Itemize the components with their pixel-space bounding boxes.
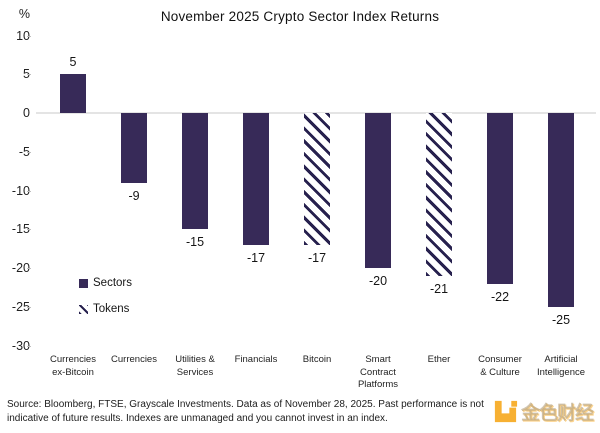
x-axis-label-line: Financials	[234, 354, 278, 365]
x-axis-label-line: Currencies	[50, 354, 96, 365]
value-label: -20	[368, 274, 388, 288]
y-tick-label: -25	[11, 299, 30, 314]
value-label: -17	[246, 250, 266, 265]
bar-currencies	[121, 113, 147, 183]
y-tick-label: -15	[11, 222, 30, 237]
value-label: -9	[128, 188, 140, 203]
x-axis-label: Utilities & Services	[162, 354, 228, 379]
legend-swatch-solid-icon	[79, 278, 88, 288]
source-note-line-2: indicative of future results. Indexes ar…	[7, 412, 388, 424]
bar-financials	[243, 113, 269, 245]
x-axis-label: Currencies	[101, 354, 167, 367]
value-label: -21	[429, 281, 449, 296]
y-tick-mark	[27, 190, 31, 192]
x-axis-label: Currencies ex-Bitcoin	[40, 354, 106, 379]
bar-smart-contract-platforms	[365, 113, 391, 268]
bar-currencies-ex-bitcoin	[60, 74, 86, 113]
legend-label-sectors: Sectors	[93, 277, 132, 289]
x-axis-label-line: Bitcoin	[302, 354, 332, 365]
x-axis-label: Consumer & Culture	[467, 354, 533, 379]
x-axis-label-line: Artificial	[544, 354, 578, 365]
x-axis-label-line: Intelligence	[536, 366, 586, 378]
chart-title: November 2025 Crypto Sector Index Return…	[160, 9, 440, 24]
y-tick-mark	[27, 306, 31, 308]
source-note: Source: Bloomberg, FTSE, Grayscale Inves…	[7, 398, 596, 425]
x-axis-label-line: Services	[176, 366, 214, 378]
x-axis-label: Ether	[406, 354, 472, 367]
legend-item-tokens: Tokens	[79, 303, 129, 315]
y-axis-unit-label: %	[18, 7, 30, 21]
y-tick-mark	[27, 74, 31, 76]
value-label: -22	[490, 289, 510, 304]
x-axis-label: Smart Contract Platforms	[345, 354, 411, 392]
legend-swatch-hatched-icon	[79, 304, 88, 314]
y-tick-mark	[27, 151, 31, 153]
x-axis-label-line: Smart	[365, 354, 391, 365]
y-tick-label: -20	[11, 261, 30, 275]
x-axis-label-line: Platforms	[357, 379, 399, 390]
bar-bitcoin	[304, 113, 330, 245]
value-label: -17	[307, 250, 327, 265]
x-axis-label-line: Ether	[427, 354, 451, 365]
legend-item-sectors: Sectors	[79, 277, 132, 289]
y-tick-mark	[27, 35, 31, 37]
x-axis-label-line: Consumer	[478, 354, 522, 365]
y-tick-label: -30	[11, 338, 30, 353]
x-axis-label-line: & Culture	[480, 366, 520, 378]
bar-utilities-services	[182, 113, 208, 230]
y-tick-label: 5	[0, 67, 30, 81]
y-tick-mark	[27, 345, 31, 347]
value-label: -15	[185, 235, 205, 250]
source-note-line-1: Source: Bloomberg, FTSE, Grayscale Inves…	[7, 399, 484, 410]
y-tick-label: 0	[23, 106, 30, 120]
y-tick-mark	[27, 268, 31, 269]
x-axis-label: Financials	[223, 354, 289, 367]
x-axis-label: Bitcoin	[284, 354, 350, 367]
x-axis-label-line: ex-Bitcoin	[52, 366, 94, 378]
x-axis-label-line: Utilities &	[175, 354, 215, 365]
y-tick-label: -5	[18, 144, 30, 159]
x-axis-label-line: Currencies	[111, 354, 157, 365]
value-label: -25	[551, 312, 571, 327]
y-tick-label: 10	[16, 28, 30, 43]
value-label: 5	[69, 55, 77, 70]
x-axis-label-line: Contract	[360, 366, 396, 378]
y-tick-label: -10	[11, 183, 30, 198]
bar-artificial-intelligence	[548, 113, 574, 307]
x-axis-label: Artificial Intelligence	[528, 354, 594, 379]
bar-ether	[426, 113, 452, 276]
y-tick-mark	[27, 229, 31, 231]
bar-consumer-culture	[487, 113, 513, 284]
legend-label-tokens: Tokens	[93, 303, 130, 315]
